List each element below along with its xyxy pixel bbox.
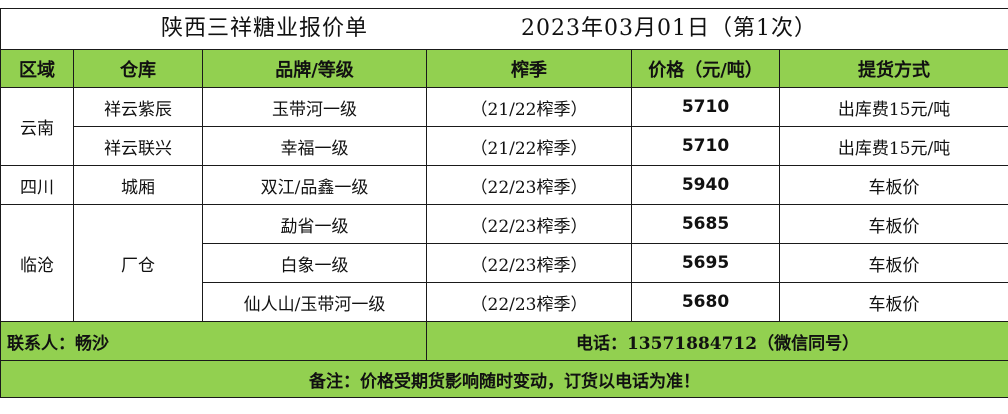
table-row: 四川 城厢 双江/品鑫一级 （22/23榨季） 5940 车板价: [0, 165, 1008, 205]
title-cell: 陕西三祥糖业报价单 2023年03月01日（第1次）: [0, 8, 1008, 50]
region-cell: 临沧: [0, 204, 74, 322]
brand-cell: 双江/品鑫一级: [202, 165, 427, 205]
delivery-cell: 出库费15元/吨: [778, 126, 1008, 166]
note-text: 备注：价格受期货影响随时变动，订货以电话为准！: [0, 360, 1008, 398]
brand-cell: 幸福一级: [202, 126, 427, 166]
contact-row: 联系人：畅沙 电话：13571884712（微信同号）: [0, 321, 1008, 361]
price-cell: 5695: [631, 243, 780, 283]
season-cell: （21/22榨季）: [426, 126, 632, 166]
delivery-cell: 车板价: [778, 282, 1008, 322]
warehouse-cell: 城厢: [73, 165, 203, 205]
price-quote-table: 陕西三祥糖业报价单 2023年03月01日（第1次） 区域 仓库 品牌/等级 榨…: [0, 8, 1008, 398]
brand-cell: 玉带河一级: [202, 87, 427, 127]
title-row: 陕西三祥糖业报价单 2023年03月01日（第1次）: [0, 8, 1008, 50]
brand-cell: 白象一级: [202, 243, 427, 283]
season-cell: （22/23榨季）: [426, 204, 632, 244]
price-cell: 5680: [631, 282, 780, 322]
quote-date: 2023年03月01日（第1次）: [521, 16, 817, 41]
delivery-cell: 车板价: [778, 165, 1008, 205]
price-cell: 5940: [631, 165, 780, 205]
season-cell: （22/23榨季）: [426, 282, 632, 322]
warehouse-cell: 祥云联兴: [73, 126, 203, 166]
price-cell: 5710: [631, 126, 780, 166]
table-row: 仙人山/玉带河一级 （22/23榨季） 5680 车板价: [1, 282, 1008, 322]
table-row: 白象一级 （22/23榨季） 5695 车板价: [1, 243, 1008, 283]
header-delivery: 提货方式: [778, 49, 1008, 88]
contact-person: 联系人：畅沙: [0, 321, 427, 361]
table-row: 临沧 厂仓 勐省一级 （22/23榨季） 5685 车板价: [0, 204, 1008, 322]
season-cell: （22/23榨季）: [426, 243, 632, 283]
delivery-cell: 车板价: [778, 204, 1008, 244]
page-title: 陕西三祥糖业报价单: [161, 16, 369, 41]
brand-cell: 勐省一级: [202, 204, 427, 244]
header-brand: 品牌/等级: [202, 49, 427, 88]
price-cell: 5710: [631, 87, 780, 127]
region-cell: 云南: [0, 87, 74, 166]
header-region: 区域: [0, 49, 74, 88]
contact-phone: 电话：13571884712（微信同号）: [425, 321, 1008, 361]
header-season: 榨季: [426, 49, 632, 88]
region-cell: 四川: [0, 165, 74, 205]
header-price: 价格（元/吨）: [631, 49, 780, 88]
note-row: 备注：价格受期货影响随时变动，订货以电话为准！: [0, 360, 1008, 398]
warehouse-cell: 厂仓: [73, 204, 203, 322]
table-row: 云南 祥云紫辰 玉带河一级 （21/22榨季） 5710 出库费15元/吨: [0, 87, 1008, 166]
delivery-cell: 车板价: [778, 243, 1008, 283]
brand-cell: 仙人山/玉带河一级: [202, 282, 427, 322]
header-warehouse: 仓库: [73, 49, 203, 88]
delivery-cell: 出库费15元/吨: [778, 87, 1008, 127]
warehouse-cell: 祥云紫辰: [73, 87, 203, 127]
price-cell: 5685: [631, 204, 780, 244]
season-cell: （22/23榨季）: [426, 165, 632, 205]
season-cell: （21/22榨季）: [426, 87, 632, 127]
table-row: 祥云联兴 幸福一级 （21/22榨季） 5710 出库费15元/吨: [1, 126, 1008, 166]
header-row: 区域 仓库 品牌/等级 榨季 价格（元/吨） 提货方式: [0, 49, 1008, 88]
